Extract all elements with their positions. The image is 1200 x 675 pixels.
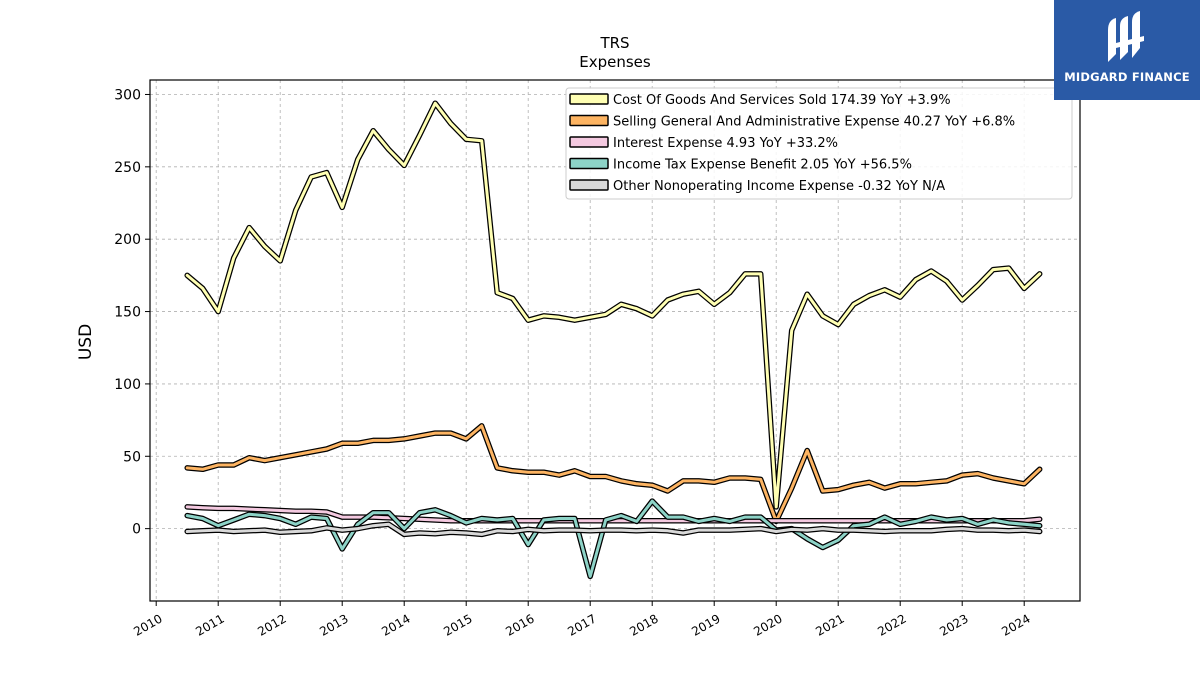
legend-swatch — [569, 93, 609, 105]
x-tick-label: 2018 — [627, 611, 660, 638]
y-tick-label: 0 — [132, 522, 141, 538]
logo-mark-icon — [1108, 11, 1144, 62]
x-tick-label: 2010 — [131, 611, 164, 638]
legend-swatch — [569, 179, 609, 191]
legend-label: Other Nonoperating Income Expense -0.32 … — [613, 179, 945, 194]
y-tick-label: 50 — [123, 449, 141, 465]
x-tick-label: 2019 — [689, 611, 722, 638]
y-tick-label: 200 — [114, 232, 141, 248]
y-tick-label: 250 — [114, 160, 141, 176]
series-line-1 — [185, 424, 1042, 523]
x-tick-label: 2024 — [999, 611, 1032, 638]
x-tick-label: 2011 — [193, 611, 226, 638]
x-tick-label: 2013 — [317, 611, 350, 638]
x-tick-label: 2023 — [937, 611, 970, 638]
x-tick-label: 2021 — [813, 611, 846, 638]
logo-text: MIDGARD FINANCE — [1064, 70, 1190, 84]
x-tick-label: 2016 — [503, 611, 536, 638]
y-axis-label: USD — [76, 324, 96, 360]
legend-box — [565, 87, 1073, 200]
series-line-3 — [185, 499, 1042, 578]
series-line-4 — [185, 522, 1042, 536]
legend-label: Income Tax Expense Benefit 2.05 YoY +56.… — [613, 158, 912, 173]
x-tick-label: 2015 — [441, 611, 474, 638]
series-line-0 — [185, 101, 1042, 509]
x-tick-label: 2012 — [255, 611, 288, 638]
chart-title: TRS — [599, 34, 629, 52]
series-outline-1 — [184, 423, 1043, 525]
legend-label: Interest Expense 4.93 YoY +33.2% — [613, 136, 838, 151]
chart-subtitle: Expenses — [579, 53, 651, 71]
legend: Cost Of Goods And Services Sold 174.39 Y… — [565, 87, 1073, 200]
y-tick-label: 300 — [114, 87, 141, 103]
plot-frame — [149, 79, 1081, 602]
x-tick-label: 2020 — [751, 611, 784, 638]
legend-label: Cost Of Goods And Services Sold 174.39 Y… — [613, 93, 951, 108]
x-tick-label: 2022 — [875, 611, 908, 638]
legend-swatch — [569, 157, 609, 170]
legend-label: Selling General And Administrative Expen… — [613, 115, 1015, 130]
legend-swatch — [569, 114, 609, 127]
legend-swatch — [569, 136, 609, 148]
series-layer — [184, 100, 1043, 580]
x-tick-label: 2017 — [565, 611, 598, 638]
brand-logo: MIDGARD FINANCE — [1054, 0, 1200, 100]
x-tick-label: 2014 — [379, 611, 412, 638]
y-tick-label: 100 — [114, 377, 141, 393]
y-tick-label: 150 — [114, 305, 141, 321]
